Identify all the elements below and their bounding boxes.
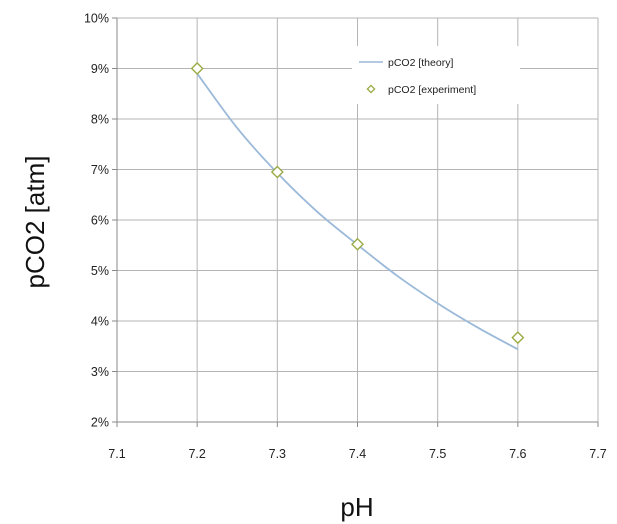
legend-label-theory: pCO2 [theory] [388, 57, 453, 69]
data-point-experiment [270, 165, 284, 179]
legend: pCO2 [theory] pCO2 [experiment] [352, 46, 520, 104]
x-tick-label: 7.6 [509, 447, 526, 461]
y-tick-label: 3% [91, 365, 109, 379]
y-tick-label: 6% [91, 214, 109, 228]
data-point-experiment [190, 62, 204, 75]
data-point-experiment [511, 331, 525, 345]
legend-swatch-experiment [366, 84, 376, 94]
x-axis-title: pH [340, 492, 373, 522]
y-tick-label: 7% [91, 163, 109, 177]
y-tick-label: 2% [91, 416, 109, 430]
y-tick-label: 10% [84, 12, 109, 26]
x-tick-label: 7.7 [589, 447, 606, 461]
y-axis-title: pCO2 [atm] [20, 156, 50, 289]
tick-labels: 2% 3% 4% 5% 6% 7% 8% 9% 10% 7.1 7.2 7.3 7.4 7.5 7.6 7.7 [84, 12, 607, 462]
data-point-experiment [351, 237, 364, 251]
legend-label-experiment: pCO2 [experiment] [388, 84, 476, 96]
y-tick-label: 8% [91, 113, 109, 127]
x-tick-label: 7.3 [269, 447, 286, 461]
x-tick-label: 7.5 [429, 447, 446, 461]
legend-box [352, 46, 520, 104]
x-tick-label: 7.4 [349, 447, 366, 461]
y-tick-label: 5% [91, 264, 109, 278]
series-layer [190, 62, 525, 351]
y-tick-label: 9% [91, 62, 109, 76]
y-tick-label: 4% [91, 315, 109, 329]
x-tick-label: 7.2 [188, 447, 205, 461]
x-tick-label: 7.1 [108, 447, 125, 461]
